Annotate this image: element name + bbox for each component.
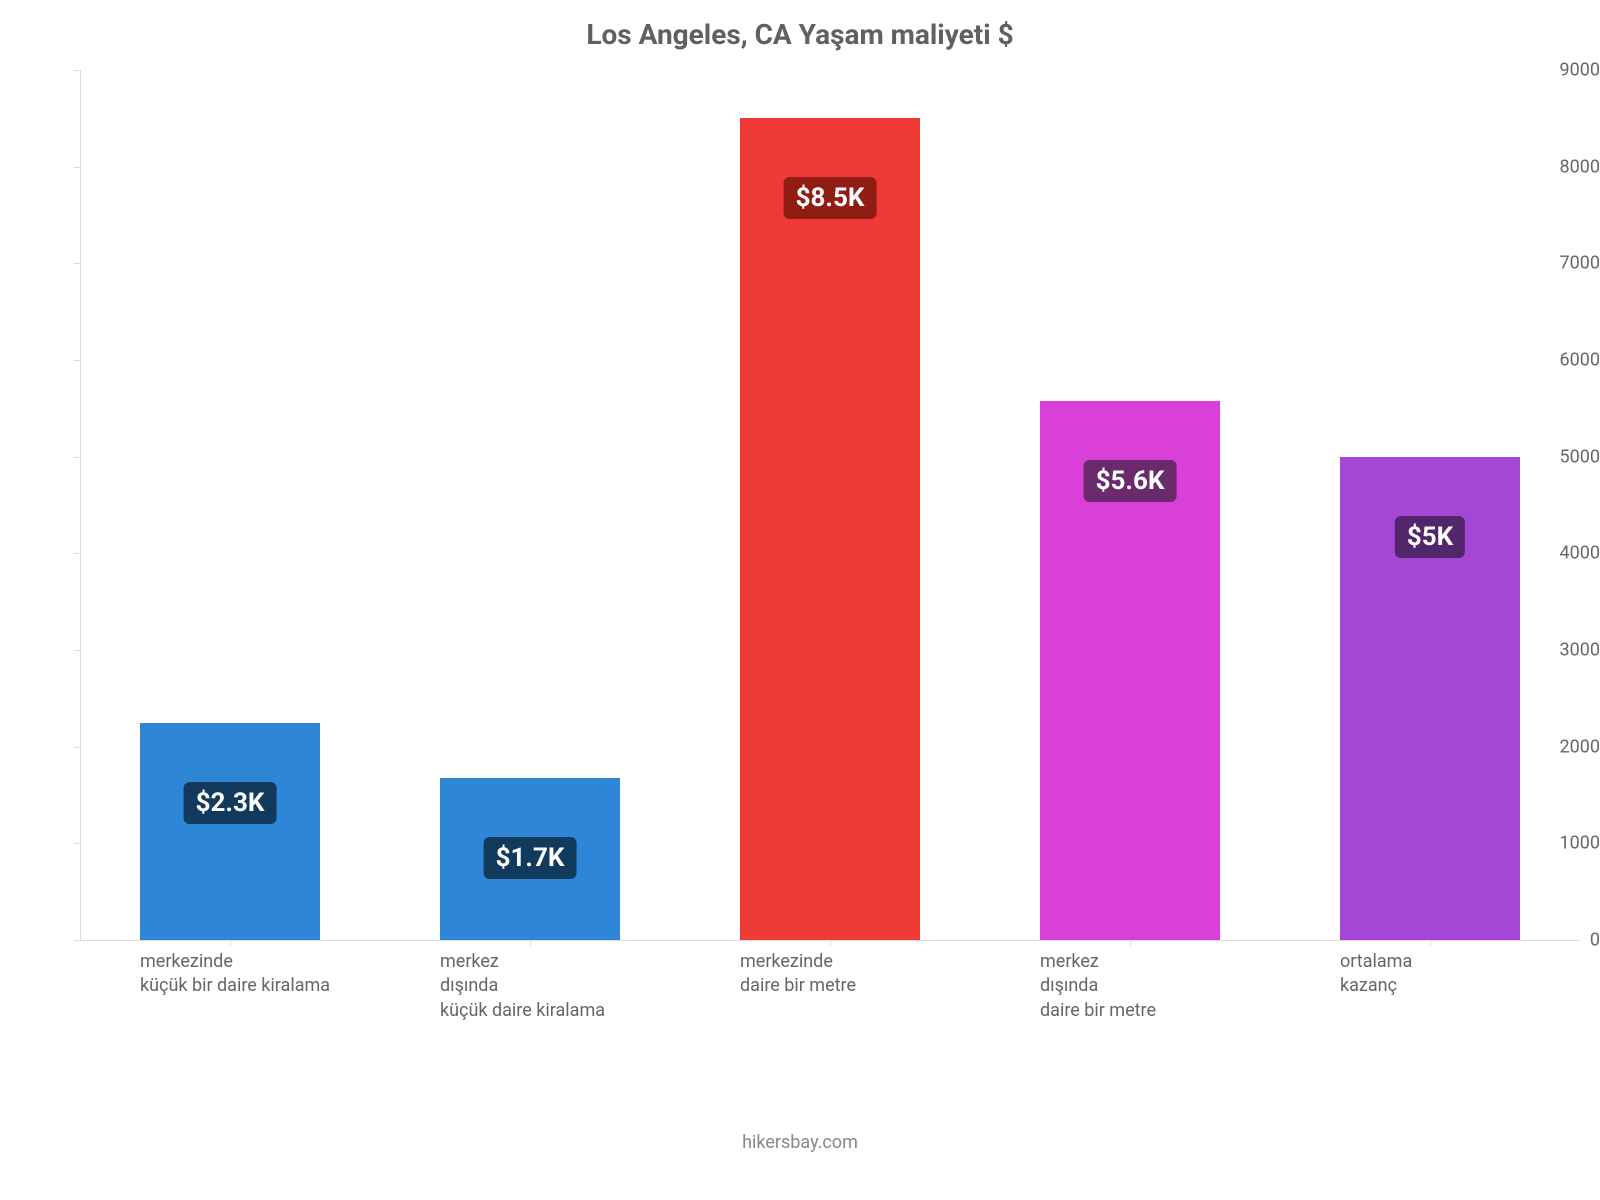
bar-value-label: $1.7K — [484, 837, 577, 879]
chart-title: Los Angeles, CA Yaşam maliyeti $ — [0, 18, 1600, 51]
x-tick-mark — [830, 940, 831, 946]
x-tick-label: merkez dışında küçük daire kiralama — [440, 950, 605, 1023]
x-tick-label: merkezinde daire bir metre — [740, 950, 856, 999]
y-tick-mark — [74, 843, 80, 844]
y-tick-label: 5000 — [1534, 446, 1600, 467]
y-tick-mark — [74, 650, 80, 651]
y-tick-label: 9000 — [1534, 60, 1600, 81]
bar — [140, 723, 320, 941]
y-tick-label: 7000 — [1534, 253, 1600, 274]
bar-value-label: $5K — [1395, 516, 1465, 558]
y-tick-label: 2000 — [1534, 736, 1600, 757]
x-tick-label: merkez dışında daire bir metre — [1040, 950, 1156, 1023]
y-tick-mark — [74, 263, 80, 264]
bar-value-label: $5.6K — [1084, 460, 1177, 502]
y-tick-label: 0 — [1534, 930, 1600, 951]
y-tick-mark — [74, 167, 80, 168]
x-tick-label: ortalama kazanç — [1340, 950, 1412, 999]
y-tick-label: 8000 — [1534, 156, 1600, 177]
x-tick-mark — [1430, 940, 1431, 946]
y-tick-mark — [74, 940, 80, 941]
x-tick-mark — [230, 940, 231, 946]
y-tick-label: 1000 — [1534, 833, 1600, 854]
bar-value-label: $8.5K — [784, 177, 877, 219]
y-tick-mark — [74, 70, 80, 71]
x-tick-label: merkezinde küçük bir daire kiralama — [140, 950, 330, 999]
y-tick-label: 4000 — [1534, 543, 1600, 564]
chart-root: Los Angeles, CA Yaşam maliyeti $ hikersb… — [0, 0, 1600, 1200]
y-tick-mark — [74, 747, 80, 748]
y-tick-mark — [74, 553, 80, 554]
y-tick-mark — [74, 360, 80, 361]
y-tick-label: 3000 — [1534, 640, 1600, 661]
bar — [740, 118, 920, 940]
x-tick-mark — [530, 940, 531, 946]
x-tick-mark — [1130, 940, 1131, 946]
y-axis-line — [80, 70, 81, 940]
bar-value-label: $2.3K — [184, 782, 277, 824]
attribution-text: hikersbay.com — [0, 1132, 1600, 1153]
y-tick-mark — [74, 457, 80, 458]
y-tick-label: 6000 — [1534, 350, 1600, 371]
